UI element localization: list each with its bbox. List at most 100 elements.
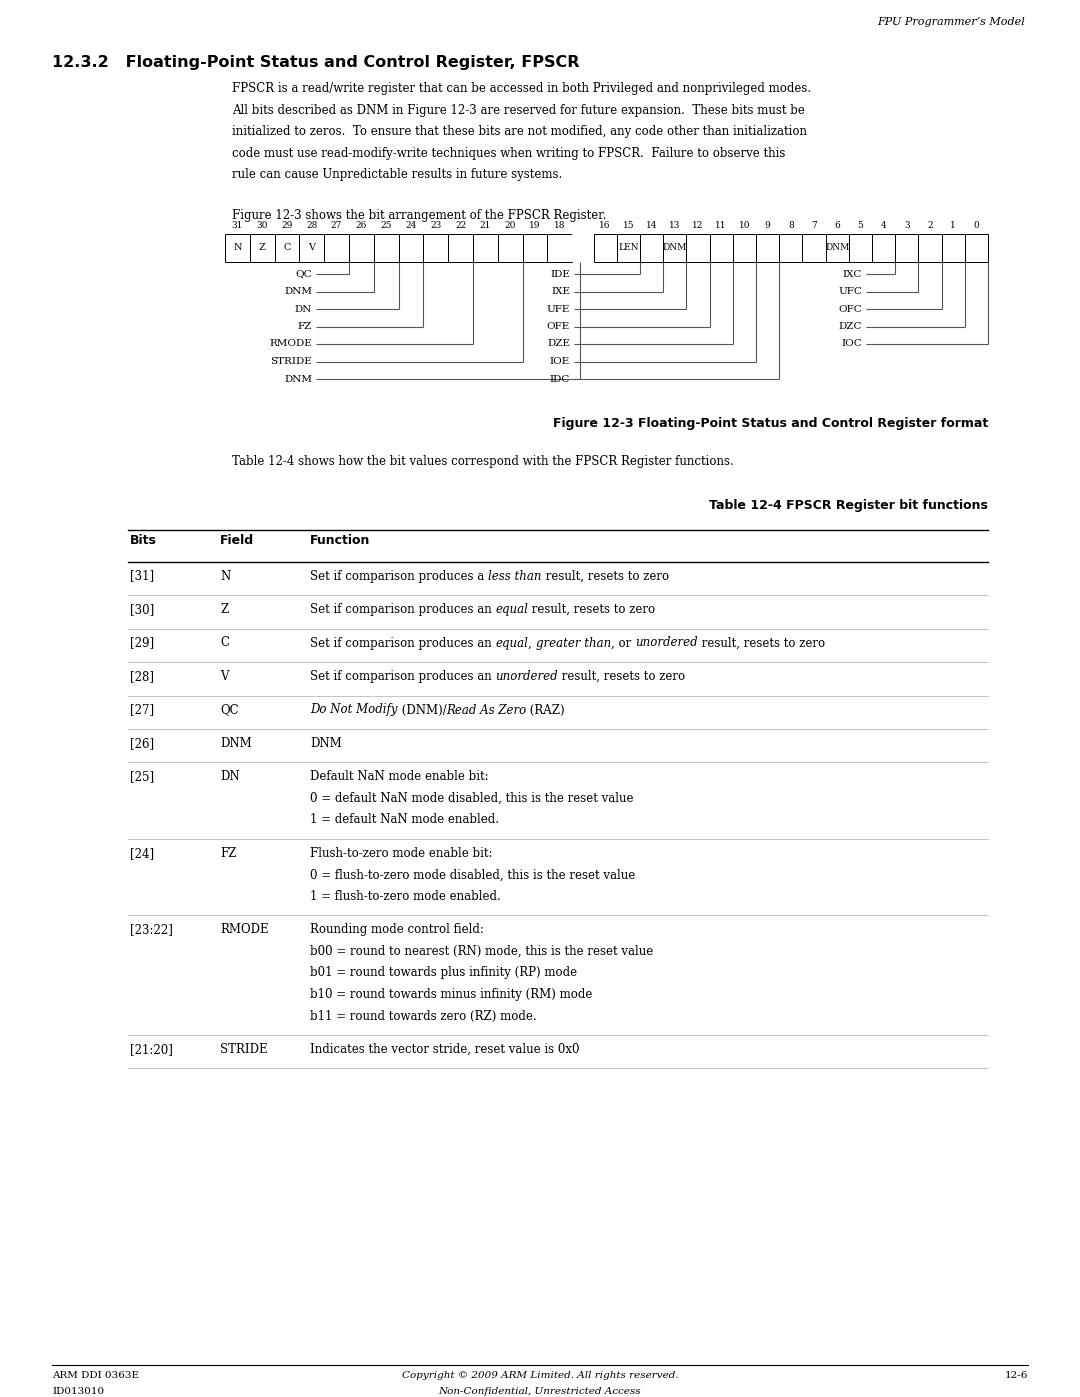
Text: code must use read-modify-write techniques when writing to FPSCR.  Failure to ob: code must use read-modify-write techniqu… bbox=[232, 147, 785, 159]
Bar bbox=[548, 233, 572, 263]
Bar bbox=[640, 233, 663, 263]
Text: 30: 30 bbox=[257, 221, 268, 229]
Text: Flush-to-zero mode enable bit:: Flush-to-zero mode enable bit: bbox=[310, 847, 492, 861]
Text: 24: 24 bbox=[405, 221, 417, 229]
Text: OFC: OFC bbox=[838, 305, 862, 313]
Bar bbox=[423, 233, 448, 263]
Bar bbox=[710, 233, 732, 263]
Text: C: C bbox=[283, 243, 291, 253]
Text: [24]: [24] bbox=[130, 847, 154, 861]
Bar bbox=[249, 233, 274, 263]
Text: FZ: FZ bbox=[220, 847, 237, 861]
Text: Read As Zero: Read As Zero bbox=[446, 704, 527, 717]
Text: Rounding mode control field:: Rounding mode control field: bbox=[310, 923, 484, 936]
Text: 1 = default NaN mode enabled.: 1 = default NaN mode enabled. bbox=[310, 813, 499, 827]
Text: 21: 21 bbox=[480, 221, 491, 229]
Text: IOC: IOC bbox=[841, 339, 862, 348]
Text: 2: 2 bbox=[927, 221, 933, 229]
Text: ID013010: ID013010 bbox=[52, 1387, 104, 1396]
Text: (DNM)/: (DNM)/ bbox=[397, 704, 446, 717]
Text: UFE: UFE bbox=[546, 305, 570, 313]
Text: 5: 5 bbox=[858, 221, 863, 229]
Text: 23: 23 bbox=[430, 221, 442, 229]
Text: Copyright © 2009 ARM Limited. All rights reserved.: Copyright © 2009 ARM Limited. All rights… bbox=[402, 1370, 678, 1380]
Text: [28]: [28] bbox=[130, 671, 154, 683]
Text: Z: Z bbox=[220, 604, 228, 616]
Text: 26: 26 bbox=[355, 221, 367, 229]
Text: DNM: DNM bbox=[220, 738, 252, 750]
Text: FPSCR is a read/write register that can be accessed in both Privileged and nonpr: FPSCR is a read/write register that can … bbox=[232, 82, 811, 95]
Text: b11 = round towards zero (RZ) mode.: b11 = round towards zero (RZ) mode. bbox=[310, 1010, 537, 1023]
Text: unordered: unordered bbox=[635, 637, 698, 650]
Text: unordered: unordered bbox=[496, 671, 558, 683]
Text: 27: 27 bbox=[330, 221, 342, 229]
Bar bbox=[498, 233, 523, 263]
Text: 19: 19 bbox=[529, 221, 541, 229]
Bar bbox=[918, 233, 942, 263]
Text: 1 = flush-to-zero mode enabled.: 1 = flush-to-zero mode enabled. bbox=[310, 890, 501, 902]
Text: 7: 7 bbox=[811, 221, 816, 229]
Text: STRIDE: STRIDE bbox=[270, 358, 312, 366]
Text: Non-Confidential, Unrestricted Access: Non-Confidential, Unrestricted Access bbox=[438, 1387, 642, 1396]
Text: UFC: UFC bbox=[838, 286, 862, 296]
Text: DNM: DNM bbox=[310, 738, 341, 750]
Text: Set if comparison produces a: Set if comparison produces a bbox=[310, 570, 488, 583]
Text: 13: 13 bbox=[669, 221, 680, 229]
Bar bbox=[687, 233, 710, 263]
Bar bbox=[732, 233, 756, 263]
Text: IDE: IDE bbox=[550, 270, 570, 278]
Text: [21:20]: [21:20] bbox=[130, 1044, 173, 1056]
Text: result, resets to zero: result, resets to zero bbox=[528, 604, 656, 616]
Bar bbox=[802, 233, 825, 263]
Text: ,: , bbox=[528, 637, 536, 650]
Text: RMODE: RMODE bbox=[220, 923, 269, 936]
Bar bbox=[964, 233, 988, 263]
Text: 11: 11 bbox=[715, 221, 727, 229]
Bar bbox=[523, 233, 548, 263]
Text: QC: QC bbox=[295, 270, 312, 278]
Text: equal: equal bbox=[496, 604, 528, 616]
Bar bbox=[825, 233, 849, 263]
Text: 28: 28 bbox=[306, 221, 318, 229]
Text: 16: 16 bbox=[599, 221, 611, 229]
Text: STRIDE: STRIDE bbox=[220, 1044, 268, 1056]
Text: result, resets to zero: result, resets to zero bbox=[698, 637, 825, 650]
Text: 15: 15 bbox=[622, 221, 634, 229]
Text: rule can cause Unpredictable results in future systems.: rule can cause Unpredictable results in … bbox=[232, 168, 563, 182]
Text: DN: DN bbox=[295, 305, 312, 313]
Bar bbox=[779, 233, 802, 263]
Text: [27]: [27] bbox=[130, 704, 154, 717]
Text: 9: 9 bbox=[765, 221, 770, 229]
Text: OFE: OFE bbox=[546, 321, 570, 331]
Text: less than: less than bbox=[488, 570, 541, 583]
Text: N: N bbox=[220, 570, 230, 583]
Text: result, resets to zero: result, resets to zero bbox=[541, 570, 669, 583]
Text: DN: DN bbox=[220, 771, 240, 784]
Text: b10 = round towards minus infinity (RM) mode: b10 = round towards minus infinity (RM) … bbox=[310, 988, 592, 1002]
Bar bbox=[374, 233, 399, 263]
Bar bbox=[473, 233, 498, 263]
Text: Figure 12-3 shows the bit arrangement of the FPSCR Register.: Figure 12-3 shows the bit arrangement of… bbox=[232, 210, 606, 222]
Text: FPU Programmer’s Model: FPU Programmer’s Model bbox=[877, 17, 1025, 27]
Bar bbox=[349, 233, 374, 263]
Text: Table 12-4 FPSCR Register bit functions: Table 12-4 FPSCR Register bit functions bbox=[710, 500, 988, 513]
Text: Do Not Modify: Do Not Modify bbox=[310, 704, 397, 717]
Text: IOE: IOE bbox=[550, 358, 570, 366]
Text: V: V bbox=[220, 671, 229, 683]
Bar bbox=[663, 233, 687, 263]
Text: b00 = round to nearest (RN) mode, this is the reset value: b00 = round to nearest (RN) mode, this i… bbox=[310, 944, 653, 958]
Text: 0: 0 bbox=[973, 221, 980, 229]
Text: equal: equal bbox=[496, 637, 528, 650]
Text: Default NaN mode enable bit:: Default NaN mode enable bit: bbox=[310, 771, 488, 784]
Text: IXC: IXC bbox=[842, 270, 862, 278]
Bar bbox=[594, 233, 617, 263]
Text: RMODE: RMODE bbox=[269, 339, 312, 348]
Text: Indicates the vector stride, reset value is 0x0: Indicates the vector stride, reset value… bbox=[310, 1044, 580, 1056]
Text: [30]: [30] bbox=[130, 604, 154, 616]
Text: , or: , or bbox=[611, 637, 635, 650]
Bar bbox=[756, 233, 779, 263]
Text: b01 = round towards plus infinity (RP) mode: b01 = round towards plus infinity (RP) m… bbox=[310, 967, 577, 979]
Bar bbox=[895, 233, 918, 263]
Text: 0 = flush-to-zero mode disabled, this is the reset value: 0 = flush-to-zero mode disabled, this is… bbox=[310, 869, 635, 882]
Text: result, resets to zero: result, resets to zero bbox=[558, 671, 685, 683]
